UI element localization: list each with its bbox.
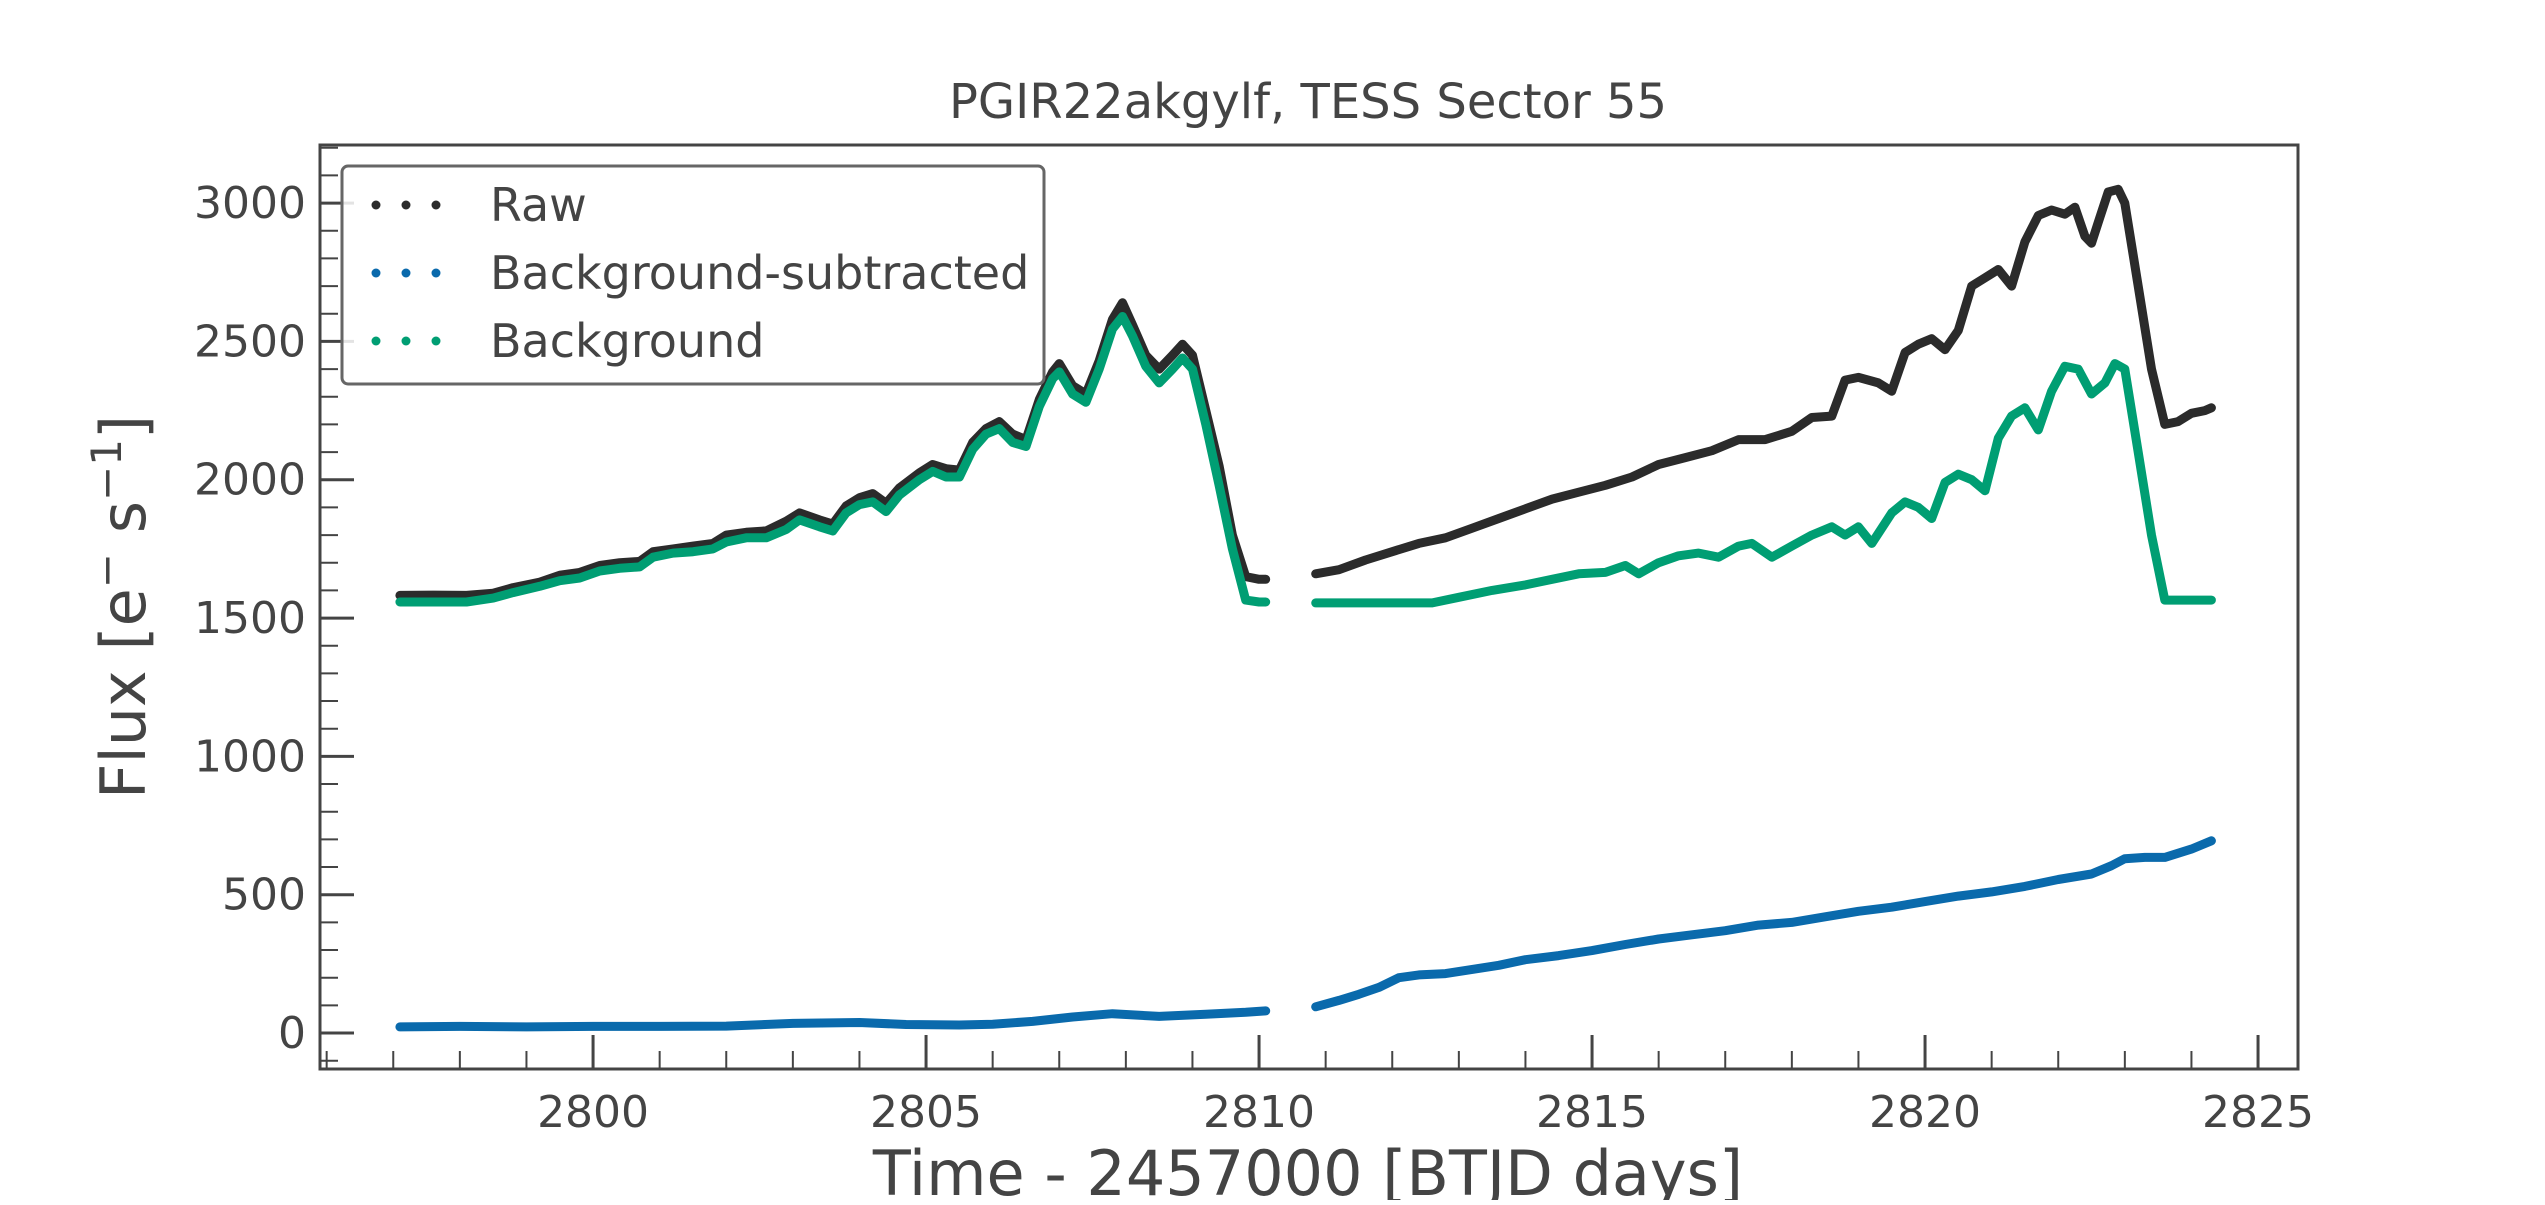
- x-tick-label: 2810: [1203, 1087, 1315, 1138]
- y-tick-label: 1500: [194, 593, 306, 644]
- series-background-subtracted: [395, 836, 2216, 1032]
- legend-entry: Background: [371, 314, 764, 368]
- y-tick-label: 0: [278, 1008, 306, 1059]
- x-axis-label: Time - 2457000 [BTJD days]: [872, 1137, 1743, 1200]
- legend-marker-dot: [401, 200, 411, 210]
- y-axis-label: Flux [e− s−1]: [82, 415, 160, 799]
- x-tick-label: 2815: [1536, 1087, 1648, 1138]
- legend-frame: [340, 164, 1046, 386]
- x-tick-label: 2800: [537, 1087, 649, 1138]
- y-axis-label-sup1: −: [82, 553, 131, 588]
- plot-area: [318, 143, 2300, 1071]
- legend-marker-dot: [371, 268, 381, 278]
- x-axis: 2800 2805 2810 2815 2820 2825: [325, 1035, 2314, 1138]
- y-tick-label: 3000: [194, 178, 306, 229]
- y-axis-label-mid: s: [87, 501, 160, 553]
- y-tick-label: 500: [222, 870, 306, 921]
- series-line-segment: [1311, 359, 2216, 608]
- legend-marker-dot: [401, 268, 411, 278]
- series-layer: [395, 184, 2216, 1032]
- series-raw: [395, 184, 2216, 600]
- y-axis-label-main: Flux [e: [87, 588, 160, 799]
- x-tick-label: 2820: [1869, 1087, 1981, 1138]
- legend-label: Background: [490, 314, 764, 368]
- legend-marker-dot: [401, 336, 411, 346]
- chart-title: PGIR22akgylf, TESS Sector 55: [949, 74, 1667, 130]
- series-line-segment: [1311, 836, 2216, 1012]
- legend-marker-dot: [431, 268, 441, 278]
- y-tick-label: 2500: [194, 316, 306, 367]
- legend-label: Background-subtracted: [490, 246, 1029, 300]
- series-line-segment: [395, 1006, 1271, 1032]
- series-line-segment: [395, 298, 1271, 600]
- legend-marker-dot: [371, 200, 381, 210]
- x-tick-label: 2825: [2202, 1087, 2314, 1138]
- y-tick-label: 2000: [194, 455, 306, 506]
- legend: Raw Background-subtracted Background: [340, 164, 1046, 386]
- legend-entry: Background-subtracted: [371, 246, 1029, 300]
- legend-marker-dot: [431, 336, 441, 346]
- plot-frame: [318, 143, 2300, 1071]
- legend-entries: Raw Background-subtracted Background: [371, 178, 1029, 368]
- legend-label: Raw: [490, 178, 587, 232]
- series-line-segment: [395, 312, 1271, 607]
- series-background: [395, 312, 2216, 608]
- legend-marker-dot: [431, 200, 441, 210]
- legend-entry: Raw: [371, 178, 587, 232]
- y-axis: 0 500 1000 1500 2000 2500 3000: [194, 146, 354, 1062]
- y-axis-label-sup2: −1: [82, 439, 131, 501]
- x-tick-label: 2805: [870, 1087, 982, 1138]
- legend-marker-dot: [371, 336, 381, 346]
- series-line-segment: [1311, 184, 2216, 579]
- y-axis-label-end: ]: [87, 415, 160, 439]
- y-tick-label: 1000: [194, 731, 306, 782]
